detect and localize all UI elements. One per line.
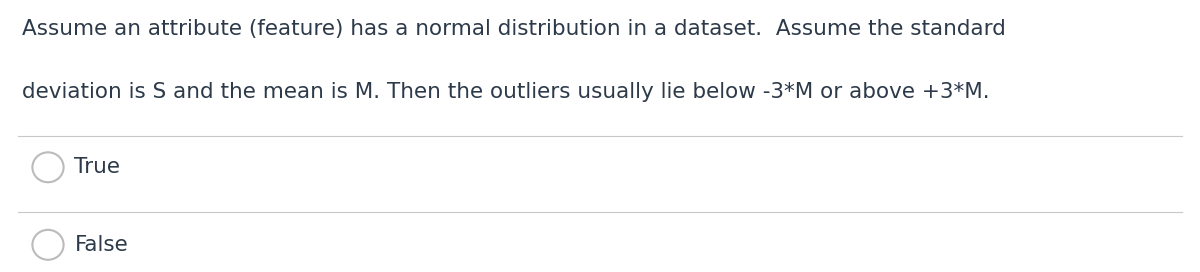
Text: deviation is S and the mean is M. Then the outliers usually lie below -3*M or ab: deviation is S and the mean is M. Then t… <box>22 82 989 102</box>
Text: True: True <box>74 157 120 177</box>
Text: Assume an attribute (feature) has a normal distribution in a dataset.  Assume th: Assume an attribute (feature) has a norm… <box>22 19 1006 39</box>
Text: False: False <box>74 235 128 255</box>
